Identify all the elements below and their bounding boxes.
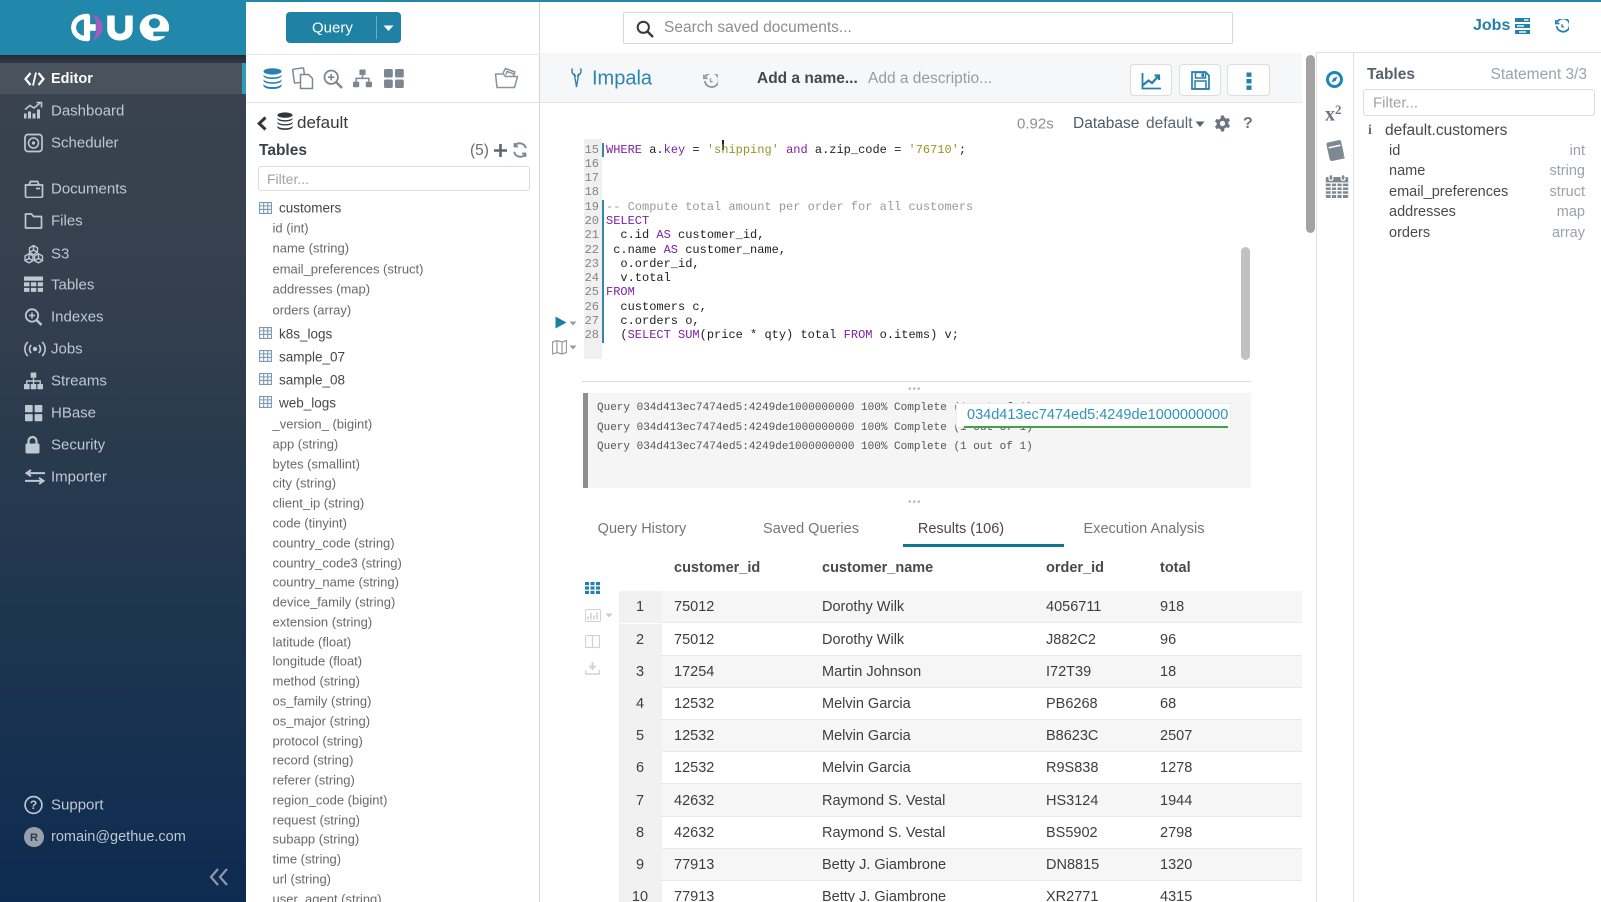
svg-text:?: ? [30,798,37,812]
svg-text:R: R [30,832,38,844]
